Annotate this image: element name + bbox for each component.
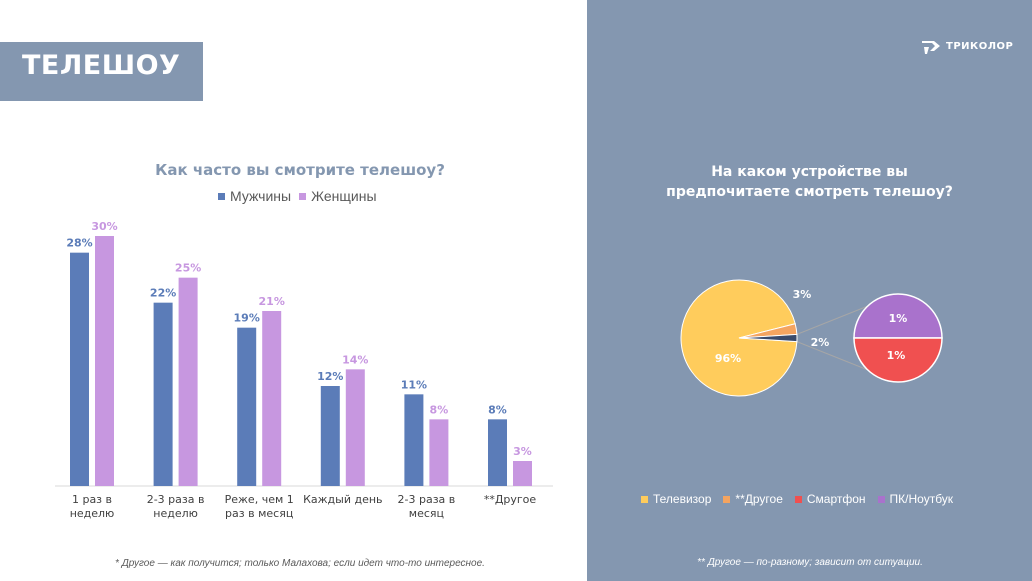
category-label-4-0: 2-3 раза в <box>398 493 456 506</box>
brand-name: ТРИКОЛОР <box>946 40 1014 52</box>
bar-men-4 <box>404 394 424 486</box>
pie-chart-legend: Телевизор **Другое Смартфон ПК/Ноутбук <box>641 492 953 506</box>
legend-label-pc: ПК/Ноутбук <box>889 492 954 506</box>
bar-women-5 <box>513 461 532 486</box>
pie-chart-title: На каком устройстве вы предпочитаете смо… <box>617 162 1002 202</box>
legend-label-tv: Телевизор <box>653 492 712 506</box>
legend-item-men: Мужчины <box>218 188 291 204</box>
bar-men-2 <box>237 327 257 486</box>
legend-swatch-tv <box>641 495 648 503</box>
bar-women-0 <box>95 236 114 486</box>
legend-label-men: Мужчины <box>230 188 292 204</box>
legend-swatch-other <box>723 495 731 503</box>
data-label-women-1: 25% <box>175 262 201 275</box>
bar-men-5 <box>488 419 507 486</box>
category-label-1-1: неделю <box>153 507 198 520</box>
data-label-women-4: 8% <box>430 403 449 416</box>
page-title: ТЕЛЕШОУ <box>22 50 181 81</box>
pie-title-line-2: предпочитаете смотреть телешоу? <box>666 184 953 200</box>
bar-chart-title: Как часто вы смотрите телешоу? <box>155 161 445 179</box>
data-label-men-0: 28% <box>66 237 92 250</box>
data-label-men-2: 19% <box>234 312 260 325</box>
bar-men-3 <box>320 386 340 486</box>
legend-label-other: **Другое <box>735 492 783 506</box>
category-label-1-0: 2-3 раза в <box>147 493 205 506</box>
data-label-men-1: 22% <box>150 287 176 300</box>
legend-label-women: Женщины <box>311 188 377 204</box>
bar-chart-legend: Мужчины Женщины <box>218 188 377 204</box>
data-label-women-2: 21% <box>259 295 285 308</box>
data-label-women-5: 3% <box>513 445 532 458</box>
legend-label-smartphone: Смартфон <box>806 492 866 506</box>
legend-swatch-pc <box>877 495 885 503</box>
bar-women-4 <box>429 419 449 486</box>
category-label-0-0: 1 раз в <box>72 493 112 506</box>
bar-women-3 <box>345 369 365 486</box>
brand: ТРИКОЛОР <box>920 36 1013 56</box>
right-panel <box>587 0 1032 581</box>
legend-swatch-smartphone <box>794 495 802 503</box>
legend-item-pc: ПК/Ноутбук <box>877 492 954 506</box>
footnote-right: ** Другое — по-разному; зависит от ситуа… <box>697 557 923 568</box>
bar-women-2 <box>262 311 282 486</box>
legend-item-smartphone: Смартфон <box>794 492 866 506</box>
data-label-men-5: 8% <box>488 403 507 416</box>
footnote-left: * Другое — как получится; только Малахов… <box>115 558 485 569</box>
legend-swatch-men <box>218 192 225 200</box>
tricolor-logo-icon <box>922 41 940 54</box>
data-label-women-3: 14% <box>342 353 368 366</box>
legend-swatch-women <box>299 192 307 200</box>
category-label-2-0: Реже, чем 1 <box>225 493 294 506</box>
title-banner <box>0 42 203 101</box>
category-label-0-1: неделю <box>70 507 115 520</box>
category-label-3-0: Каждый день <box>303 493 382 506</box>
data-label-women-0: 30% <box>91 220 117 233</box>
legend-item-tv: Телевизор <box>641 492 711 506</box>
category-label-5-0: **Другое <box>484 493 537 506</box>
category-label-2-1: раз в месяц <box>225 507 293 520</box>
bar-women-1 <box>178 277 198 486</box>
legend-item-other: **Другое <box>723 492 783 506</box>
data-label-men-4: 11% <box>401 378 427 391</box>
category-label-4-1: месяц <box>409 507 444 520</box>
bar-men-1 <box>153 302 173 486</box>
pie-title-line-1: На каком устройстве вы <box>711 164 908 180</box>
data-label-men-3: 12% <box>317 370 343 383</box>
legend-item-women: Женщины <box>299 188 377 204</box>
bar-men-0 <box>70 252 89 486</box>
